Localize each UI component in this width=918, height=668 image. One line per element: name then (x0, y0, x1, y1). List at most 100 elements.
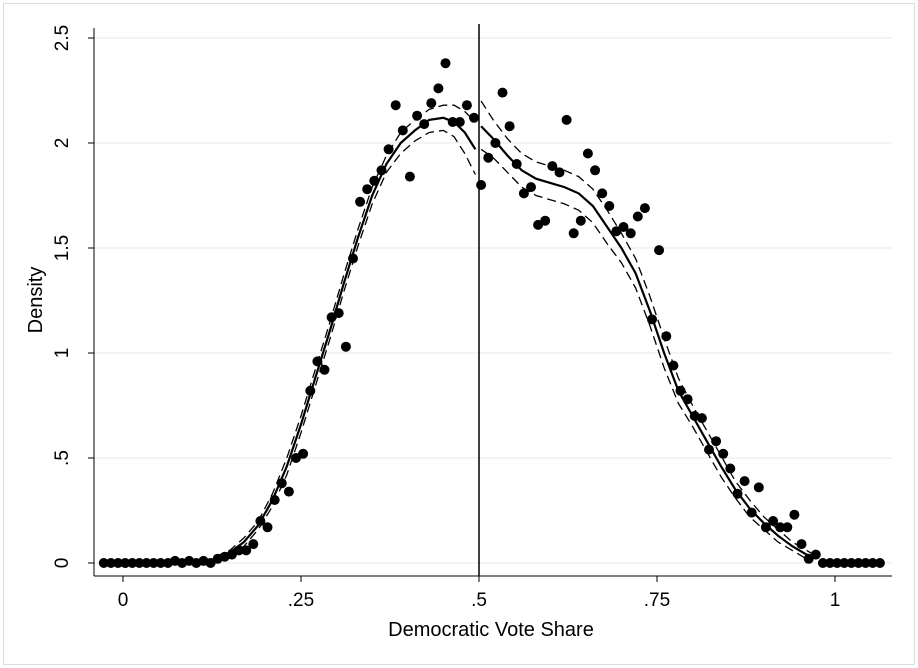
data-point (661, 331, 672, 342)
chart-frame (3, 3, 915, 665)
data-point (127, 558, 138, 568)
data-point (426, 98, 437, 109)
data-point (575, 215, 586, 226)
data-point (120, 558, 131, 568)
y-tick-label: 1.5 (52, 235, 73, 261)
data-point (298, 448, 309, 459)
data-point (476, 180, 487, 190)
y-tick-label: 2.5 (52, 25, 73, 51)
data-point (248, 539, 259, 550)
data-point (148, 558, 159, 568)
data-point (625, 228, 636, 239)
data-point (867, 558, 878, 568)
data-point (98, 558, 109, 568)
data-point (241, 545, 252, 556)
data-point (526, 182, 536, 193)
data-point (846, 558, 857, 568)
data-point (860, 558, 871, 568)
data-point (540, 215, 551, 226)
data-point (704, 444, 714, 455)
data-point (696, 413, 707, 424)
data-point (554, 167, 565, 178)
data-point (255, 516, 266, 526)
data-point (725, 463, 736, 474)
y-axis-label: Density (25, 267, 47, 334)
data-point (412, 110, 423, 121)
data-point (547, 161, 558, 172)
data-point (497, 87, 508, 98)
data-point (312, 356, 323, 367)
confidence-bands (215, 100, 814, 562)
ci-upper-left (215, 104, 476, 558)
data-point (839, 558, 850, 568)
data-point (461, 100, 472, 111)
data-point (796, 539, 807, 550)
data-point (518, 188, 529, 199)
data-point (269, 495, 280, 505)
data-point (369, 175, 380, 186)
data-point (647, 314, 657, 325)
data-point (404, 171, 415, 182)
data-point (760, 522, 771, 533)
data-point (234, 545, 245, 556)
data-point (739, 476, 750, 487)
ci-upper-right (480, 100, 814, 556)
data-point (832, 558, 843, 568)
data-point (362, 184, 373, 195)
data-point (810, 549, 821, 560)
data-point (604, 201, 615, 211)
x-axis-label: Democratic Vote Share (388, 619, 594, 641)
data-point (440, 58, 451, 69)
data-point (134, 558, 145, 568)
data-point (511, 159, 522, 169)
data-point (711, 436, 722, 447)
data-point (753, 482, 764, 493)
data-point (383, 144, 394, 155)
data-point (590, 165, 601, 176)
data-point (355, 196, 366, 207)
data-point (682, 394, 693, 405)
data-point (447, 117, 458, 127)
data-point (141, 558, 152, 568)
data-point (675, 385, 686, 396)
data-point (654, 245, 665, 256)
y-tick-label: .5 (52, 450, 73, 466)
data-point (561, 114, 572, 125)
data-point (782, 522, 793, 533)
data-point (732, 488, 743, 499)
data-point (718, 448, 729, 459)
data-point (419, 119, 430, 130)
data-point (333, 308, 344, 319)
x-tick-label: .5 (471, 590, 487, 611)
data-point (825, 558, 835, 568)
data-point (283, 486, 294, 497)
data-point (639, 203, 650, 214)
data-point (155, 558, 166, 568)
data-point (853, 558, 864, 568)
data-point (775, 522, 786, 533)
x-tick-label: .75 (644, 590, 670, 611)
data-point (305, 385, 316, 396)
fit-line-left (215, 116, 477, 560)
data-point (319, 364, 330, 375)
data-point (597, 188, 608, 199)
data-point (469, 112, 479, 123)
x-tick-label: 1 (830, 590, 841, 611)
data-point (768, 516, 779, 526)
data-point (504, 121, 515, 132)
y-tick-label: 1 (52, 348, 73, 359)
gridlines (94, 37, 892, 564)
data-point (340, 341, 351, 352)
axes: 0 .5 1 1.5 2 2.5 0 .25 .5 .75 1 (52, 25, 892, 611)
data-point (618, 222, 629, 232)
data-point (390, 100, 401, 111)
fitted-density-lines (215, 116, 814, 560)
data-point (789, 509, 800, 520)
data-point (376, 165, 387, 176)
data-point (668, 360, 679, 371)
data-point (746, 507, 757, 518)
data-point (874, 558, 885, 568)
data-point (348, 253, 358, 264)
y-tick-label: 0 (52, 558, 73, 569)
